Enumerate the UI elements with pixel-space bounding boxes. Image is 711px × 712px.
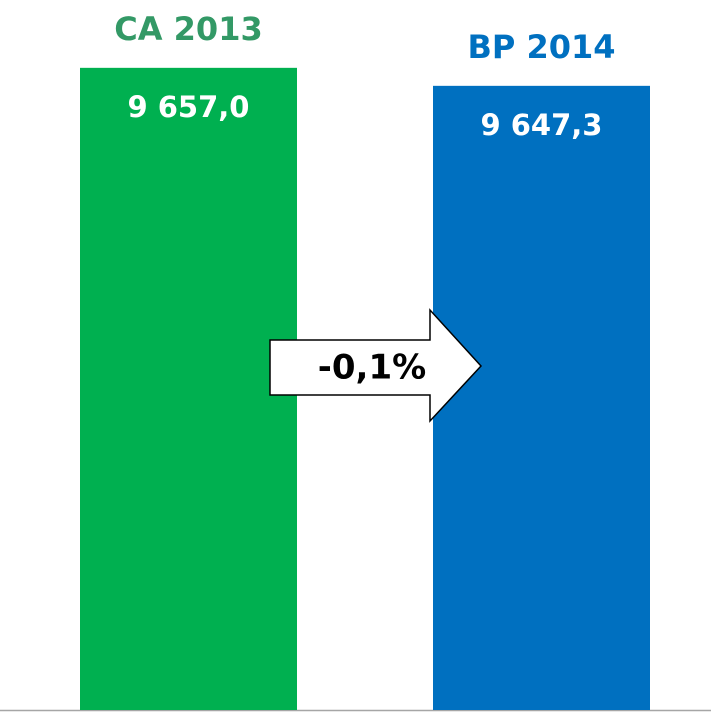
- value-label: 9 647,3: [480, 108, 602, 142]
- bars: CA 2013 9 657,0 BP 2014 9 647,3: [80, 10, 650, 710]
- change-label: -0,1%: [318, 348, 426, 388]
- bar: [433, 85, 650, 710]
- category-label: BP 2014: [467, 28, 615, 66]
- value-label: 9 657,0: [127, 90, 249, 124]
- category-label: CA 2013: [114, 10, 262, 48]
- bar: [80, 67, 297, 710]
- change-arrow: [269, 308, 483, 423]
